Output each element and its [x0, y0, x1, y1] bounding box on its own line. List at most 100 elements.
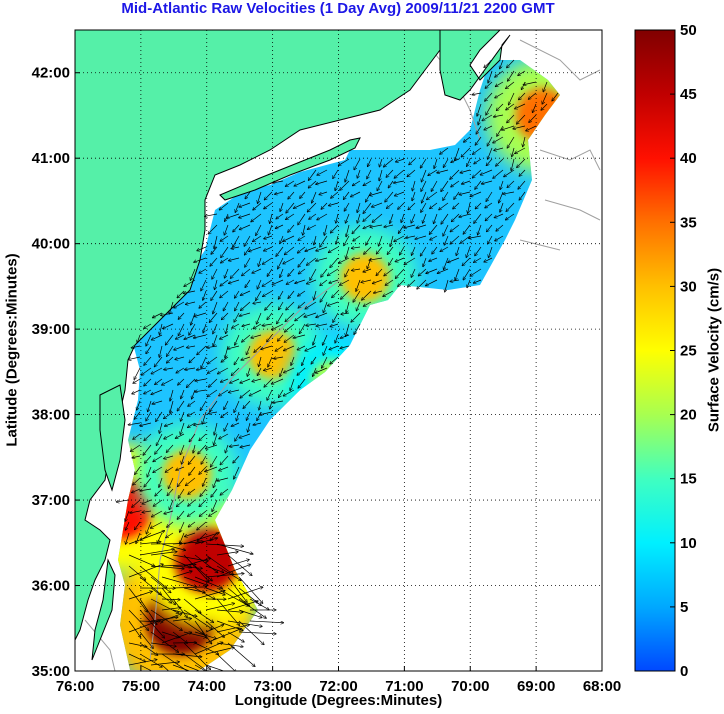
- velocity-arrow: [276, 246, 284, 256]
- velocity-arrow: [231, 247, 240, 249]
- velocity-arrow: [217, 477, 229, 481]
- velocity-arrow: [408, 202, 416, 210]
- velocity-arrow: [165, 422, 174, 426]
- velocity-arrow: [188, 400, 196, 406]
- x-tick-label: 70:00: [451, 678, 489, 695]
- colorbar-tick-label: 45: [680, 86, 697, 103]
- velocity-arrow: [478, 224, 482, 235]
- velocity-arrow: [189, 433, 196, 442]
- velocity-arrow: [193, 444, 195, 453]
- velocity-arrow: [387, 202, 394, 208]
- velocity-arrow: [146, 411, 152, 421]
- velocity-arrow: [139, 609, 164, 638]
- velocity-arrow: [253, 323, 262, 329]
- velocity-arrow: [177, 510, 185, 519]
- velocity-arrow: [463, 224, 471, 234]
- velocity-arrow: [234, 466, 240, 479]
- velocity-arrow: [496, 224, 504, 231]
- velocity-arrow: [411, 268, 416, 277]
- velocity-arrow: [429, 257, 438, 261]
- velocity-arrow: [233, 224, 240, 232]
- velocity-arrow: [194, 312, 207, 317]
- velocity-arrow: [229, 279, 240, 283]
- velocity-arrow: [208, 224, 218, 234]
- velocity-arrow: [199, 510, 207, 516]
- velocity-arrow: [199, 268, 207, 273]
- velocity-arrow: [452, 213, 460, 222]
- graticule: [75, 30, 602, 671]
- velocity-arrow: [190, 268, 196, 280]
- velocity-arrow: [189, 466, 196, 475]
- velocity-arrow: [411, 246, 416, 255]
- velocity-arrow: [223, 301, 229, 311]
- velocity-arrow: [323, 345, 328, 355]
- velocity-arrow: [305, 345, 317, 351]
- velocity-arrow: [150, 642, 176, 646]
- velocity-arrow: [205, 543, 243, 546]
- velocity-arrow: [262, 279, 273, 286]
- velocity-arrow: [451, 180, 460, 187]
- velocity-arrow: [519, 191, 526, 200]
- y-tick-label: 40:00: [32, 236, 70, 253]
- velocity-arrow: [422, 191, 427, 203]
- velocity-arrow: [390, 213, 394, 223]
- velocity-arrow: [253, 235, 262, 241]
- colorbar-tick-label: 0: [680, 663, 688, 680]
- velocity-arrow: [395, 268, 405, 278]
- velocity-arrow: [177, 400, 185, 411]
- velocity-arrow: [485, 92, 493, 101]
- velocity-arrow: [474, 213, 482, 223]
- velocity-arrow: [420, 246, 427, 256]
- velocity-arrow: [222, 312, 229, 320]
- velocity-arrow: [264, 367, 273, 370]
- velocity-arrow: [132, 488, 141, 493]
- velocity-arrow: [259, 400, 262, 410]
- velocity-arrow: [518, 70, 526, 75]
- velocity-arrow: [210, 257, 218, 266]
- velocity-arrow: [211, 246, 218, 254]
- velocity-hotspot: [162, 449, 212, 500]
- velocity-arrow: [340, 345, 350, 348]
- velocity-arrow: [312, 191, 317, 203]
- velocity-arrow: [267, 334, 273, 342]
- velocity-arrow: [307, 224, 317, 229]
- velocity-arrow: [339, 257, 350, 263]
- velocity-arrow: [159, 422, 163, 433]
- velocity-arrow: [205, 213, 218, 216]
- velocity-arrow: [145, 455, 152, 463]
- velocity-arrow: [270, 213, 273, 223]
- velocity-arrow: [291, 356, 295, 365]
- velocity-arrow: [495, 81, 504, 86]
- velocity-arrow: [195, 390, 207, 392]
- velocity-arrow: [227, 560, 249, 567]
- velocity-arrow: [178, 477, 185, 486]
- velocity-arrow: [485, 81, 493, 88]
- velocity-arrow: [423, 257, 427, 267]
- velocity-arrow: [298, 246, 306, 253]
- velocity-arrow: [363, 202, 372, 213]
- velocity-arrow: [329, 345, 339, 350]
- velocity-arrow: [488, 235, 493, 244]
- velocity-arrow: [341, 313, 350, 314]
- velocity-arrow: [245, 257, 251, 267]
- velocity-arrow: [275, 345, 284, 351]
- velocity-arrow: [346, 323, 350, 336]
- velocity-arrow: [234, 356, 240, 365]
- velocity-arrow: [213, 323, 218, 334]
- velocity-arrow: [456, 246, 460, 255]
- velocity-arrow: [227, 587, 250, 606]
- velocity-arrow: [245, 191, 251, 199]
- velocity-arrow: [136, 532, 141, 543]
- velocity-arrow: [372, 202, 383, 207]
- velocity-arrow: [307, 202, 317, 212]
- velocity-arrow: [336, 235, 338, 244]
- velocity-arrow: [178, 488, 185, 498]
- velocity-arrow: [199, 466, 207, 474]
- velocity-arrow: [194, 642, 223, 655]
- velocity-arrow: [268, 224, 273, 235]
- velocity-arrow: [201, 356, 207, 368]
- velocity-arrow: [200, 488, 207, 496]
- velocity-arrow: [253, 302, 262, 303]
- velocity-arrow: [321, 202, 328, 209]
- velocity-arrow: [128, 609, 148, 630]
